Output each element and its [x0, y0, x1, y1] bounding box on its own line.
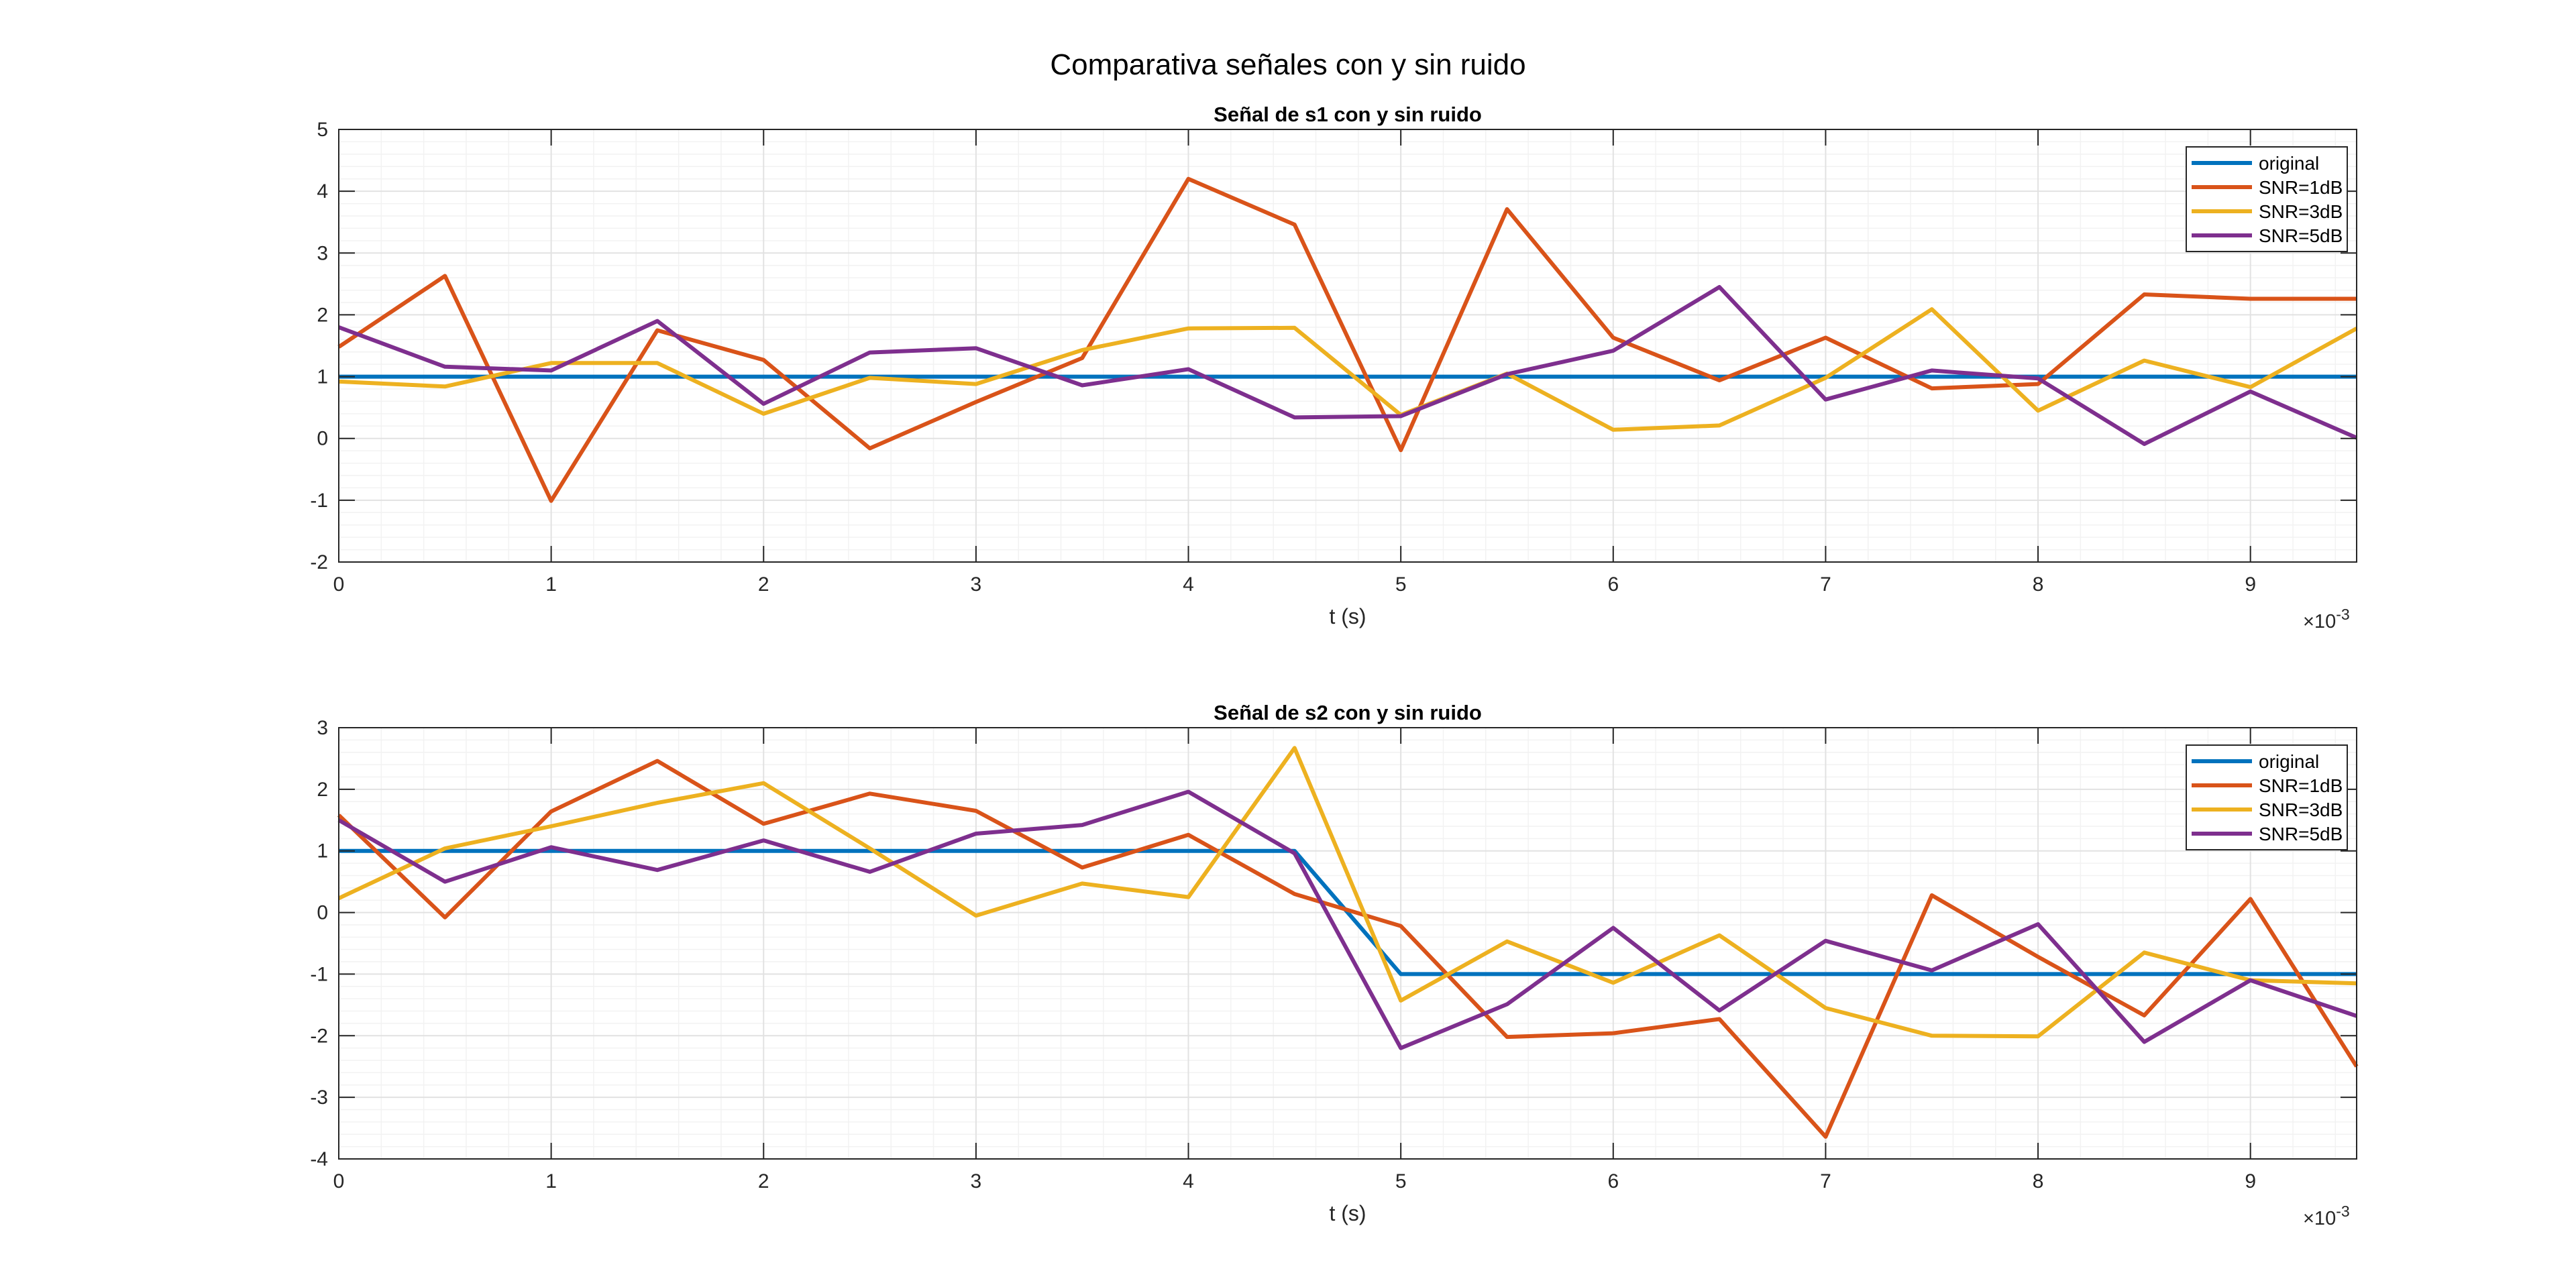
x-tick-label: 5 [1395, 573, 1407, 596]
series-line-2 [337, 759, 2359, 1139]
y-tick-label: 1 [317, 366, 328, 388]
y-tick-label: 4 [317, 180, 328, 203]
x-tick-label: 6 [1607, 1170, 1619, 1192]
y-tick-label: 3 [317, 242, 328, 264]
subplot-s2: 0 1 2 3 4 5 6 7 8 9 -4 -3 -2 -1 0 1 2 3 Señal de s2 con y … [310, 701, 2359, 1229]
y-tick-label: 1 [317, 840, 328, 862]
series-line-4 [337, 285, 2358, 446]
y-tick-label: 0 [317, 428, 328, 450]
x-tick-label: 7 [1820, 1170, 1831, 1192]
y-tick-label: -1 [310, 963, 328, 985]
subplot-s1: 0 1 2 3 4 5 6 7 8 9 -2 -1 0 1 2 3 4 5 Señal de s1 con y si… [310, 103, 2358, 632]
x-tick-label: 6 [1607, 573, 1619, 596]
x-tick-label: 0 [333, 1170, 345, 1192]
y-tick-label: -2 [310, 1025, 328, 1047]
legend-entry-1: original [2259, 153, 2319, 174]
x-tick-label: 8 [2033, 1170, 2044, 1192]
subplot-title: Señal de s2 con y sin ruido [1214, 701, 1482, 724]
legend-entry-3: SNR=3dB [2259, 799, 2343, 820]
legend-entry-4: SNR=5dB [2259, 225, 2343, 246]
y-tick-label: 2 [317, 304, 328, 326]
x-tick-label: 9 [2245, 1170, 2256, 1192]
subplot-title: Señal de s1 con y sin ruido [1214, 103, 1482, 126]
x-tick-label: 4 [1183, 573, 1194, 596]
x-axis-label: t (s) [1329, 604, 1366, 628]
x-tick-label: 2 [758, 573, 769, 596]
x-tick-label: 5 [1395, 1170, 1407, 1192]
y-tick-label: 3 [317, 717, 328, 739]
x-tick-label: 3 [971, 573, 982, 596]
x-tick-label: 2 [758, 1170, 769, 1192]
x-tick-label: 1 [545, 1170, 557, 1192]
x-axis-label: t (s) [1329, 1201, 1366, 1225]
y-tick-label: -3 [310, 1086, 328, 1109]
y-tick-label: 5 [317, 119, 328, 141]
x-exponent-label: ×10-3 [2303, 606, 2350, 632]
x-tick-label: 3 [971, 1170, 982, 1192]
legend-entry-2: SNR=1dB [2259, 775, 2343, 796]
x-tick-label: 7 [1820, 573, 1831, 596]
legend-entry-1: original [2259, 751, 2319, 772]
x-tick-label: 1 [545, 573, 557, 596]
legend-entry-2: SNR=1dB [2259, 177, 2343, 198]
x-tick-label: 4 [1183, 1170, 1194, 1192]
legend-entry-4: SNR=5dB [2259, 824, 2343, 844]
axes-box [338, 727, 2357, 1160]
x-tick-label: 0 [333, 573, 345, 596]
x-exponent-label: ×10-3 [2303, 1203, 2350, 1229]
y-tick-label: 0 [317, 902, 328, 924]
x-tick-label: 9 [2245, 573, 2256, 596]
series-line-4 [337, 789, 2357, 1050]
axes-box [338, 129, 2357, 563]
figure-title: Comparativa señales con y sin ruido [1050, 48, 1526, 81]
x-tick-label: 8 [2033, 573, 2044, 596]
plot-area [339, 129, 2357, 562]
series-line-3 [338, 307, 2358, 432]
y-tick-label: -2 [310, 551, 328, 573]
y-tick-label: 2 [317, 779, 328, 801]
y-tick-label: -4 [310, 1148, 328, 1170]
series-line-3 [337, 746, 2357, 1039]
legend-entry-3: SNR=3dB [2259, 201, 2343, 222]
series-line-1 [339, 848, 2357, 977]
y-tick-label: -1 [310, 490, 328, 512]
